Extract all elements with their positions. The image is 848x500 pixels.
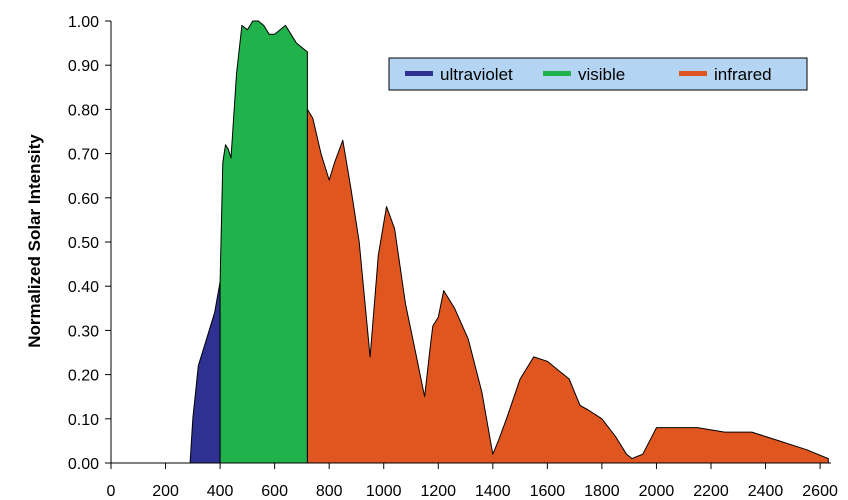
y-tick-label: 0.10 [68,412,99,429]
x-tick-label: 1400 [475,483,511,500]
y-tick-label: 0.80 [68,102,99,119]
legend-swatch-visible [543,71,571,76]
y-tick-label: 0.60 [68,191,99,208]
y-tick-label: 0.20 [68,368,99,385]
y-tick-label: 0.70 [68,147,99,164]
x-tick-label: 200 [152,483,179,500]
series-area-visible [219,20,308,464]
series-area-infrared [306,108,829,464]
legend-swatch-infrared [679,71,707,76]
series-area-ultraviolet [189,281,221,464]
y-tick-label: 0.90 [68,58,99,75]
legend-label-infrared: infrared [714,65,772,84]
legend-box [388,57,808,91]
y-axis-title: Normalized Solar Intensity [25,134,44,348]
axes: 0.00 0.10 0.20 0.30 0.40 0.50 0.60 0.70 0.80 0.90… [68,14,838,500]
y-tick-label: 0.30 [68,323,99,340]
legend-label-visible: visible [578,65,625,84]
x-tick-label: 0 [107,483,116,500]
x-tick-label: 2200 [693,483,729,500]
x-tick-label: 2400 [748,483,784,500]
legend: ultraviolet visible infrared [388,57,808,91]
x-tick-label: 1200 [420,483,456,500]
y-tick-label: 0.50 [68,235,99,252]
x-tick-label: 400 [207,483,234,500]
x-tick-label: 1600 [530,483,566,500]
x-tick-label: 600 [261,483,288,500]
y-tick-label: 0.40 [68,279,99,296]
y-tick-label: 1.00 [68,14,99,31]
x-tick-label: 2600 [802,483,838,500]
y-tick-label: 0.00 [68,456,99,473]
legend-label-ultraviolet: ultraviolet [440,65,513,84]
x-tick-label: 1000 [366,483,402,500]
series-areas [189,20,829,464]
x-tick-label: 800 [316,483,343,500]
x-tick-label: 2000 [639,483,675,500]
legend-swatch-ultraviolet [405,71,433,76]
x-tick-label: 1800 [584,483,620,500]
